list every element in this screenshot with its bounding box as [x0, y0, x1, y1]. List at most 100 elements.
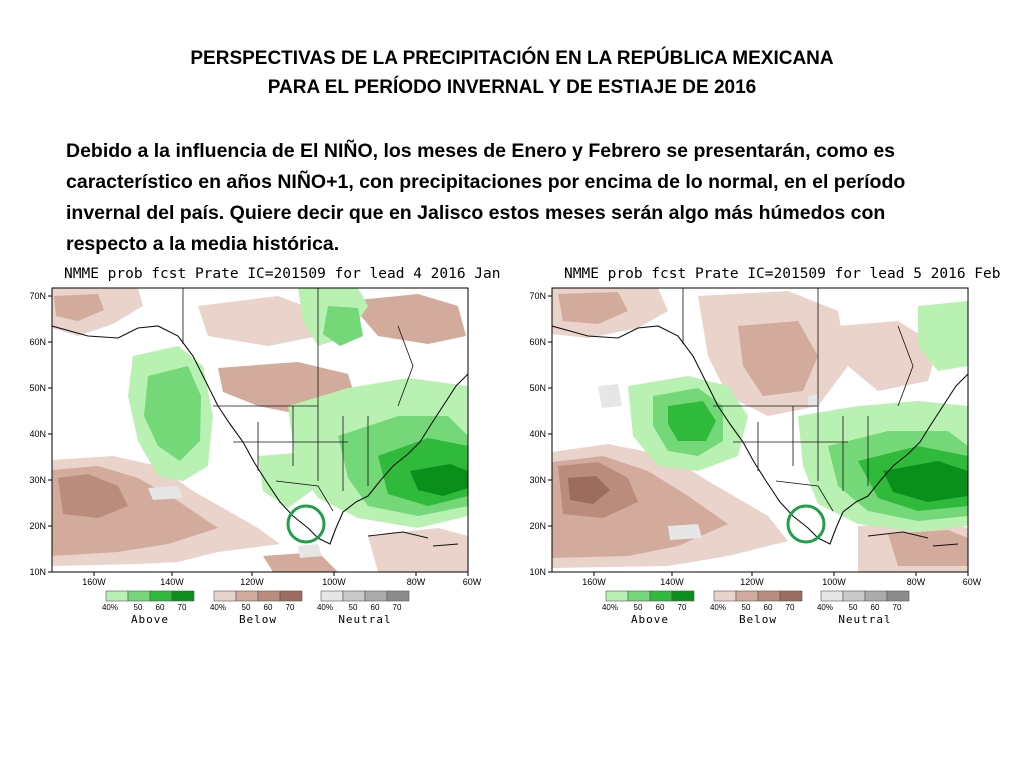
legend-tick: 50 — [242, 603, 251, 612]
map-frame — [51, 287, 469, 573]
legend-group-above: 40% 50 60 70 Above — [602, 590, 695, 626]
legend-tick: 50 — [742, 603, 751, 612]
legend-swatch — [649, 590, 673, 602]
lon-label: 100W — [322, 577, 346, 587]
probability-region — [668, 401, 716, 441]
legend-group-above: 40% 50 60 70 Above — [102, 590, 195, 626]
legend-swatch — [605, 590, 629, 602]
probability-region — [54, 294, 104, 321]
state-border — [897, 325, 914, 407]
legend-tick: 40% — [102, 603, 118, 612]
lon-label: 120W — [240, 577, 264, 587]
legend-swatch — [257, 590, 281, 602]
legend-tick: 60 — [656, 603, 665, 612]
legend-label: Neutral — [838, 613, 891, 626]
legend-tick: 40% — [602, 603, 618, 612]
lon-label: 60W — [963, 577, 982, 587]
lat-label: 60N — [529, 337, 546, 347]
jalisco-highlight-circle — [786, 504, 826, 544]
probability-region — [668, 524, 702, 540]
legend-tick: 60 — [264, 603, 273, 612]
coastline — [52, 325, 468, 545]
legend-tick: 50 — [134, 603, 143, 612]
legend-swatch — [886, 590, 910, 602]
legend-swatch — [213, 590, 237, 602]
probability-region — [558, 292, 628, 324]
legend-swatch — [820, 590, 844, 602]
lon-label: 60W — [463, 577, 482, 587]
legend-swatch — [713, 590, 737, 602]
lon-label: 80W — [907, 577, 926, 587]
probability-region — [888, 530, 968, 566]
lat-label: 30N — [29, 475, 46, 485]
map-panel-january: NMME prob fcst Prate IC=201509 for lead … — [18, 266, 500, 636]
legend-swatch — [386, 590, 410, 602]
page-title-line-2: PARA EL PERÍODO INVERNAL Y DE ESTIAJE DE… — [267, 77, 757, 98]
probability-region — [410, 464, 468, 496]
legend-tick: 40% — [317, 603, 333, 612]
probability-region — [598, 384, 622, 408]
legend-tick: 70 — [178, 603, 187, 612]
legend-tick: 40% — [817, 603, 833, 612]
probability-region — [368, 528, 468, 572]
lat-label: 70N — [29, 291, 46, 301]
legend-swatch — [627, 590, 651, 602]
legend-swatch — [864, 590, 888, 602]
legend-tick: 60 — [871, 603, 880, 612]
legend-label: Above — [131, 613, 169, 626]
probability-region — [568, 476, 610, 504]
lat-label: 40N — [529, 429, 546, 439]
lat-label: 70N — [529, 291, 546, 301]
lat-label: 20N — [29, 521, 46, 531]
lon-label: 80W — [407, 577, 426, 587]
legend-tick: 60 — [764, 603, 773, 612]
legend-tick: 40% — [710, 603, 726, 612]
probability-region — [148, 486, 183, 500]
legend-swatch — [842, 590, 866, 602]
lon-label: 140W — [660, 577, 684, 587]
legend-tick: 40% — [210, 603, 226, 612]
legend-tick: 70 — [678, 603, 687, 612]
probability-region — [144, 366, 201, 461]
legend-tick: 60 — [371, 603, 380, 612]
lon-label: 100W — [822, 577, 846, 587]
legend-swatch — [127, 590, 151, 602]
map-frame — [551, 287, 969, 573]
legend-tick: 70 — [286, 603, 295, 612]
forecast-map: 70N 60N 50N 40N 30N 20N 10N 160W 140W 120W 100W 80W… — [529, 287, 982, 626]
legend-tick: 50 — [849, 603, 858, 612]
probability-region — [808, 394, 820, 408]
coastline — [552, 325, 968, 545]
lat-label: 20N — [529, 521, 546, 531]
probability-region — [263, 552, 338, 572]
legend-swatch — [279, 590, 303, 602]
lat-label: 10N — [529, 567, 546, 577]
legend-swatch — [235, 590, 259, 602]
legend-swatch — [105, 590, 129, 602]
lon-label: 120W — [740, 577, 764, 587]
probability-fields — [52, 288, 468, 572]
legend-tick: 70 — [393, 603, 402, 612]
lon-label: 160W — [582, 577, 606, 587]
probability-fields — [552, 288, 968, 572]
lat-label: 40N — [29, 429, 46, 439]
lat-label: 10N — [29, 567, 46, 577]
legend-group-below: 40% 50 60 70 Below — [210, 590, 303, 626]
legend-swatch — [342, 590, 366, 602]
legend-swatch — [735, 590, 759, 602]
legend-swatch — [320, 590, 344, 602]
probability-region — [918, 301, 968, 371]
probability-region — [738, 321, 818, 396]
lat-label: 60N — [29, 337, 46, 347]
lon-label: 140W — [160, 577, 184, 587]
legend-tick: 60 — [156, 603, 165, 612]
probability-region — [323, 306, 363, 346]
lat-label: 50N — [529, 383, 546, 393]
probability-region — [298, 544, 322, 558]
legend-swatch — [364, 590, 388, 602]
caribbean-islands — [367, 531, 459, 547]
probability-region — [58, 474, 128, 518]
caribbean-islands — [867, 531, 959, 547]
legend-tick: 50 — [349, 603, 358, 612]
